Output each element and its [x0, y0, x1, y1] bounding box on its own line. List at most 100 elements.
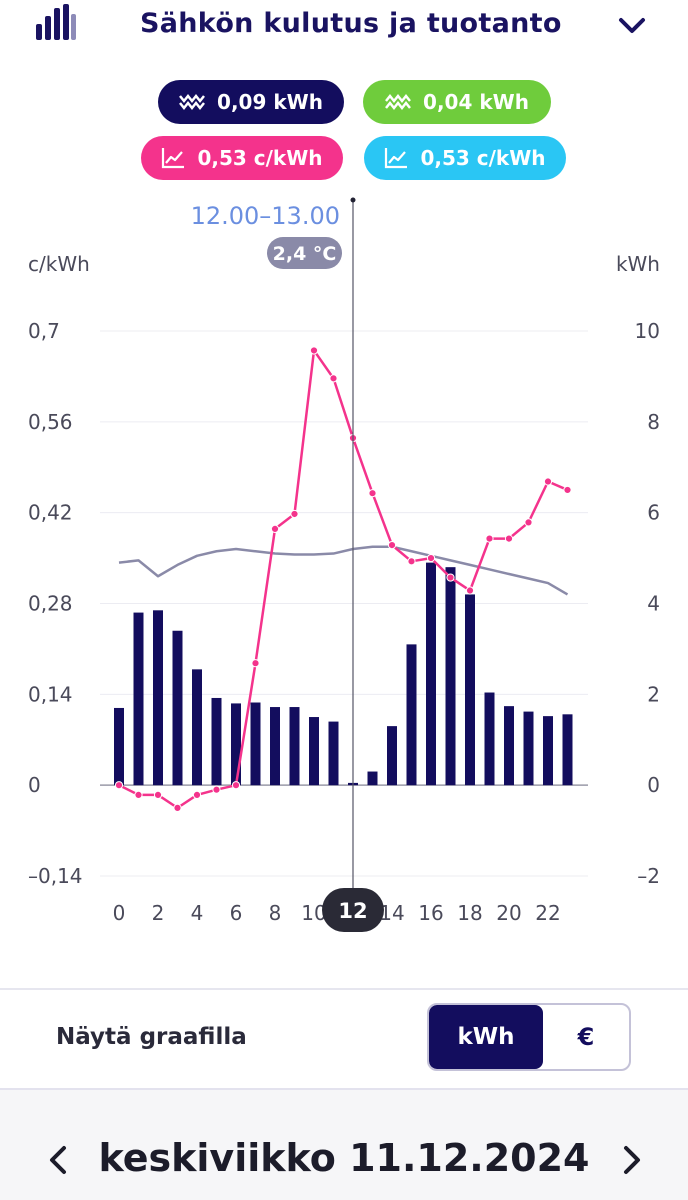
left-tick-label: 0: [28, 773, 41, 797]
price-point: [134, 790, 143, 799]
unit-toggle[interactable]: kWh €: [427, 1003, 631, 1071]
show-on-graph-label: Näytä graafilla: [56, 1024, 247, 1050]
right-tick-label: 4: [647, 592, 660, 616]
temperature-line: [118, 545, 569, 596]
selection-cursor-dot: [350, 197, 356, 203]
temperature-badge-text: 2,4 °C: [273, 243, 337, 265]
right-tick-label: 6: [647, 501, 660, 525]
price-point: [485, 534, 494, 543]
consumption-bar: [387, 726, 397, 786]
consumption-bar: [192, 669, 202, 786]
left-axis-label: c/kWh: [28, 252, 90, 276]
price-point: [563, 485, 572, 495]
production-value: 0,04 kWh: [423, 90, 529, 114]
page-title: Sähkön kulutus ja tuotanto: [140, 8, 562, 39]
current-date: keskiviikko 11.12.2024: [98, 1136, 590, 1180]
toggle-euro-button[interactable]: €: [577, 1023, 595, 1051]
price-point: [426, 553, 436, 563]
price-point: [504, 534, 514, 543]
price-point: [251, 659, 260, 668]
consumption-bar: [309, 717, 319, 786]
price-point: [329, 374, 338, 383]
price-point: [212, 785, 221, 794]
x-tick-label: 18: [457, 901, 482, 925]
price-point: [153, 790, 163, 799]
spot-price-value: 0,53 c/kWh: [420, 146, 546, 170]
consumption-bar: [328, 721, 339, 786]
consumption-bar: [367, 771, 378, 786]
right-tick-label: 0: [647, 773, 660, 797]
left-tick-label: 0,7: [28, 319, 60, 343]
line-chart-icon: [162, 148, 185, 169]
consumption-value: 0,09 kWh: [217, 90, 323, 114]
chevron-right-icon[interactable]: [618, 1142, 646, 1178]
consumption-bar: [172, 630, 183, 786]
consumption-icon: [179, 93, 206, 111]
chevron-left-icon[interactable]: [44, 1142, 72, 1178]
price-line: [118, 349, 568, 810]
price-point: [231, 781, 241, 790]
price-point: [309, 346, 319, 355]
consumption-bar: [270, 707, 280, 786]
consumption-bar: [484, 692, 495, 786]
selected-hour-badge: [322, 888, 384, 932]
x-tick-label: 0: [113, 901, 126, 925]
price-point: [524, 518, 533, 527]
left-tick-label: 0,28: [28, 592, 73, 616]
x-tick-label: 22: [535, 901, 560, 925]
price-point: [446, 573, 455, 582]
consumption-bar: [543, 716, 553, 786]
consumption-bar: [133, 612, 144, 786]
left-tick-label: 0,42: [28, 501, 73, 525]
consumption-pill[interactable]: 0,09 kWh: [158, 80, 344, 124]
price-pill[interactable]: 0,53 c/kWh: [141, 136, 343, 180]
right-tick-label: 10: [635, 319, 660, 343]
consumption-bar: [114, 707, 124, 786]
x-tick-label: 6: [230, 901, 243, 925]
consumption-bar: [426, 562, 436, 786]
right-tick-label: –2: [637, 864, 660, 888]
temperature-badge: [267, 237, 342, 269]
consumption-bar: [465, 594, 475, 786]
production-icon: [385, 93, 412, 111]
x-tick-label: 4: [191, 901, 204, 925]
toggle-kwh-button[interactable]: kWh: [429, 1005, 543, 1069]
consumption-bar: [523, 711, 534, 786]
header: Sähkön kulutus ja tuotanto: [0, 0, 688, 60]
consumption-bar: [211, 697, 222, 786]
consumption-bar: [406, 644, 417, 786]
consumption-bar: [153, 610, 163, 786]
consumption-bar: [445, 567, 456, 786]
production-pill[interactable]: 0,04 kWh: [363, 80, 551, 124]
x-tick-label: 20: [496, 901, 521, 925]
consumption-bar: [289, 707, 300, 786]
right-tick-label: 8: [647, 410, 660, 434]
price-point: [387, 541, 397, 550]
price-point: [114, 781, 124, 790]
selected-time-range: 12.00–13.00: [191, 202, 340, 230]
date-navigation: keskiviikko 11.12.2024: [0, 1088, 688, 1200]
x-tick-label: 8: [269, 901, 282, 925]
spot-price-pill[interactable]: 0,53 c/kWh: [364, 136, 566, 180]
left-tick-label: –0,14: [28, 864, 83, 888]
right-axis-label: kWh: [616, 252, 660, 276]
line-chart-icon: [385, 148, 408, 169]
selected-hour-label: 12: [338, 899, 367, 923]
price-point: [407, 557, 416, 566]
price-point: [192, 790, 202, 799]
left-tick-label: 0,56: [28, 410, 73, 434]
chevron-down-icon[interactable]: [616, 12, 648, 40]
price-point: [368, 489, 377, 498]
consumption-bar: [562, 714, 573, 786]
price-point: [290, 509, 299, 519]
x-tick-label: 16: [418, 901, 443, 925]
left-tick-label: 0,14: [28, 682, 73, 706]
consumption-bar: [250, 702, 261, 786]
price-point: [173, 803, 182, 812]
consumption-bar: [231, 703, 241, 786]
price-point: [543, 477, 553, 486]
right-tick-label: 2: [647, 682, 660, 706]
consumption-bar: [504, 706, 514, 786]
bar-chart-icon: [36, 4, 76, 40]
